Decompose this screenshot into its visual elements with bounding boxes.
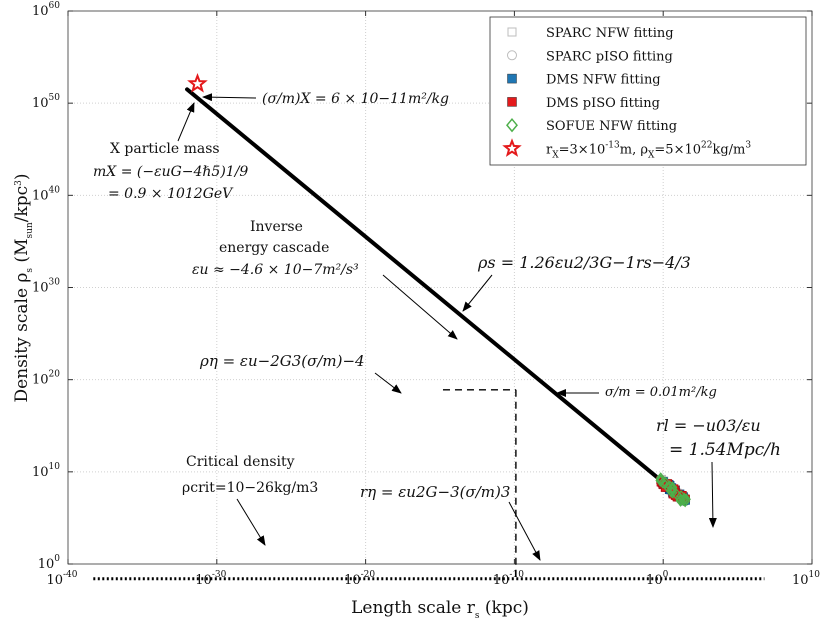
arrow-rho-s — [462, 274, 493, 312]
legend-label: DMS NFW fitting — [546, 73, 661, 88]
legend-label: DMS pISO fitting — [546, 96, 660, 111]
annotation-critical-2: ρcrit=10−26kg/m3 — [182, 480, 318, 496]
legend-marker — [507, 50, 517, 61]
annotation-critical-1: Critical density — [186, 454, 295, 470]
x-tick-label: 10-20 — [344, 570, 375, 588]
y-tick-label: 1010 — [32, 462, 60, 480]
arrow-x-particle — [177, 102, 195, 142]
y-tick-labels: 100 1010 1020 1030 1040 1050 1060 — [32, 1, 60, 572]
scatter-point — [655, 472, 666, 485]
annotation-sigma-x: (σ/m)X = 6 × 10−11m²/kg — [262, 91, 449, 107]
arrow-sigma-x — [202, 93, 257, 102]
legend: SPARC NFW fitting SPARC pISO fitting DMS N… — [489, 16, 807, 166]
annotation-rho-eta: ρη = εu−2G3(σ/m)−4 — [199, 352, 365, 370]
annotation-x-particle-3: = 0.9 × 1012GeV — [108, 186, 234, 202]
y-tick-label: 1040 — [32, 185, 60, 203]
galaxy-scatter — [655, 472, 691, 508]
arrow-r-l — [708, 461, 717, 528]
annotations: (σ/m)X = 6 × 10−11m²/kg X particle mass … — [93, 91, 781, 501]
y-tick-label: 1050 — [32, 93, 60, 111]
legend-label: SPARC NFW fitting — [546, 26, 674, 41]
x-tick-label: 100 — [646, 570, 669, 588]
legend-label: SPARC pISO fitting — [546, 49, 673, 64]
x-tick-labels: 10-40 10-30 10-20 10-10 100 1010 — [46, 570, 820, 588]
legend-marker — [507, 73, 517, 84]
legend-marker — [507, 97, 517, 107]
annotation-sigma-001: σ/m = 0.01m²/kg — [605, 385, 717, 400]
scatter-point — [658, 476, 668, 489]
annotation-inverse-3: εu ≈ −4.6 × 10−7m²/s³ — [192, 262, 359, 278]
x-tick-label: 1010 — [792, 570, 820, 588]
legend-box — [489, 16, 807, 166]
scatter-point — [678, 494, 689, 507]
scatter-point — [666, 482, 677, 495]
legend-marker — [502, 138, 522, 157]
arrow-rho-eta — [374, 372, 402, 394]
x-tick-label: 10-40 — [46, 570, 77, 588]
annotation-r-eta: rη = εu2G−3(σ/m)3 — [360, 483, 510, 501]
annotation-x-particle-1: X particle mass — [110, 141, 220, 157]
x-axis-label: Length scale rs (kpc) — [351, 598, 529, 621]
annotation-r-l-1: rl = −u03/εu — [656, 416, 761, 435]
y-axis-label: Density scale ρs (Msun/kpc3) — [12, 173, 35, 402]
arrow-inverse-cascade — [382, 274, 458, 340]
dashed-guides — [442, 389, 517, 579]
annotation-inverse-1: Inverse — [250, 219, 303, 235]
cascade-solid-line — [185, 87, 687, 502]
annotation-arrows — [177, 93, 717, 561]
legend-marker — [506, 118, 518, 133]
plot-frame — [67, 10, 813, 565]
x-tick-label: 10-10 — [493, 570, 524, 588]
star-marker — [187, 72, 208, 93]
x-tick-label: 10-30 — [195, 570, 226, 588]
legend-label: SOFUE NFW fitting — [546, 119, 677, 134]
annotation-x-particle-2: mX = (−εuG−4ℏ5)1/9 — [93, 164, 248, 180]
y-tick-label: 100 — [38, 554, 61, 572]
y-tick-label: 1060 — [32, 1, 60, 19]
scatter-point — [663, 481, 674, 494]
x-particle-star — [187, 72, 208, 93]
scatter-point — [667, 483, 677, 496]
legend-label: rX=3×10-13m, ρX=5×1022kg/m3 — [546, 141, 751, 161]
arrow-r-eta — [508, 501, 541, 561]
y-tick-label: 1020 — [32, 370, 60, 388]
arrow-critical — [236, 498, 266, 546]
annotation-rho-s: ρs = 1.26εu2/3G−1rs−4/3 — [477, 253, 691, 272]
legend-marker — [507, 27, 517, 37]
annotation-inverse-2: energy cascade — [219, 240, 329, 256]
cascade-line — [185, 87, 687, 502]
annotation-r-l-2: = 1.54Mpc/h — [669, 440, 781, 460]
y-tick-label: 1030 — [32, 278, 60, 296]
